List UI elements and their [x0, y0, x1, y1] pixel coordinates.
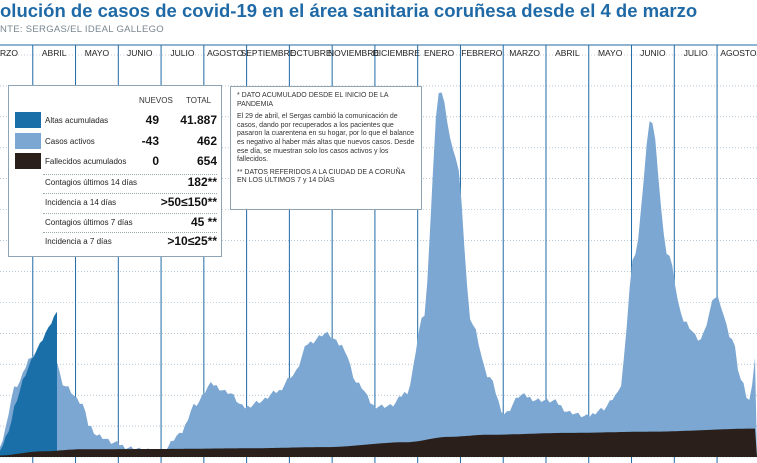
- legend-value: 182**: [187, 175, 217, 189]
- legend-nuevos: -43: [141, 134, 159, 148]
- notes-box: * DATO ACUMULADO DESDE EL INICIO DE LA P…: [230, 86, 422, 210]
- chart-title: olución de casos de covid-19 en el área …: [0, 0, 698, 21]
- chart-source: NTE: SERGAS/EL IDEAL GALLEGO: [0, 24, 164, 35]
- month-label: NOVIEMBRE: [328, 48, 379, 58]
- legend-box: NUEVOS TOTAL Altas acumuladas 49 41.887 …: [8, 85, 222, 257]
- month-label: JUNIO: [640, 48, 666, 58]
- legend-nuevos: 49: [145, 113, 159, 127]
- month-label: ENERO: [424, 48, 455, 58]
- legend-swatch-altas: [15, 112, 41, 128]
- legend-label: Incidencia a 7 días: [45, 237, 112, 246]
- legend-row-activos: Casos activos -43 462: [9, 133, 221, 151]
- month-label: JULIO: [170, 48, 194, 58]
- note-accumulated: * DATO ACUMULADO DESDE EL INICIO DE LA P…: [237, 92, 389, 108]
- note-city-data: ** DATOS REFERIDOS A LA CIUDAD DE A CORU…: [237, 168, 405, 185]
- legend-value: 45 **: [190, 215, 217, 229]
- month-label: SEPTIEMBRE: [241, 48, 296, 58]
- month-label: MAYO: [85, 48, 110, 58]
- legend-divider: [43, 232, 217, 233]
- legend-row-contagios-7: Contagios últimos 7 días 45 **: [9, 214, 221, 232]
- legend-label: Altas acumuladas: [45, 116, 109, 125]
- month-label: AGOSTO: [720, 48, 757, 58]
- month-label: JULIO: [684, 48, 708, 58]
- series-areas: [0, 92, 757, 458]
- month-label: OCTUBRE: [290, 48, 332, 58]
- month-label: MARZO: [509, 48, 540, 58]
- legend-total: 654: [196, 154, 217, 168]
- legend-row-fallecidos: Fallecidos acumulados 0 654: [9, 153, 221, 171]
- legend-swatch-fallecidos: [15, 153, 41, 169]
- note-sergas-change: El 29 de abril, el Sergas cambió la comu…: [237, 113, 415, 164]
- series-area-altas: [0, 311, 57, 457]
- legend-nuevos: 0: [152, 154, 159, 168]
- month-label: MAYO: [598, 48, 623, 58]
- month-label: JUNIO: [127, 48, 153, 58]
- legend-total: 462: [196, 134, 217, 148]
- legend-label: Incidencia a 14 días: [45, 198, 117, 207]
- legend-label: Fallecidos acumulados: [45, 157, 127, 166]
- legend-value: >50≤150**: [160, 195, 217, 209]
- month-label: RZO: [0, 48, 18, 58]
- series-area-fallecidos: [0, 428, 757, 457]
- legend-label: Contagios últimos 14 días: [45, 178, 138, 187]
- legend-label: Casos activos: [45, 137, 95, 146]
- month-label: ABRIL: [42, 48, 67, 58]
- legend-row-incidencia-7: Incidencia a 7 días >10≤25**: [9, 233, 221, 251]
- legend-header-total: TOTAL: [186, 96, 212, 105]
- month-label: AGOSTO: [207, 48, 244, 58]
- month-label: ABRIL: [555, 48, 580, 58]
- legend-row-contagios-14: Contagios últimos 14 días 182**: [9, 174, 221, 192]
- legend-divider: [43, 193, 217, 194]
- legend-label: Contagios últimos 7 días: [45, 218, 133, 227]
- legend-swatch-activos: [15, 133, 41, 149]
- legend-row-incidencia-14: Incidencia a 14 días >50≤150**: [9, 194, 221, 212]
- series-area-activos: [0, 92, 757, 458]
- legend-divider: [43, 213, 217, 214]
- month-axis: RZO ABRIL MAYO JUNIO JULIO AGOSTOSEPTIEMBREOC…: [0, 48, 757, 58]
- legend-row-altas: Altas acumuladas 49 41.887: [9, 112, 221, 130]
- legend-header-nuevos: NUEVOS: [139, 96, 173, 105]
- legend-value: >10≤25**: [167, 234, 217, 248]
- month-label: FEBRERO: [461, 48, 502, 58]
- legend-total: 41.887: [180, 113, 217, 127]
- month-label: DICIEMBRE: [373, 48, 421, 58]
- legend-divider: [43, 174, 217, 175]
